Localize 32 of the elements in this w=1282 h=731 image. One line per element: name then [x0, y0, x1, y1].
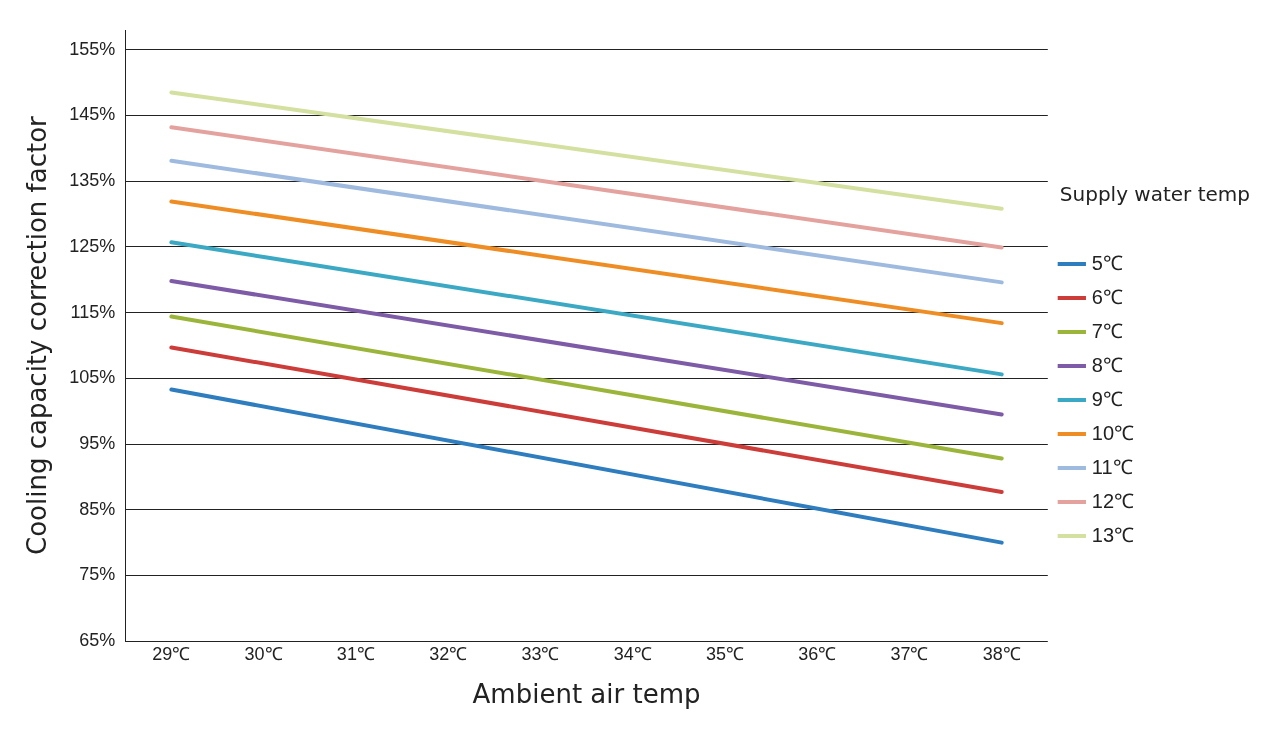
- legend-label: 10℃: [1091, 421, 1135, 444]
- x-tick-label: 31℃: [336, 643, 375, 664]
- legend-title: Supply water temp: [1059, 182, 1251, 207]
- x-tick-label: 35℃: [705, 643, 744, 664]
- legend-label: 5℃: [1091, 251, 1123, 274]
- x-tick-label: 32℃: [429, 643, 468, 664]
- y-tick-label: 125%: [69, 235, 116, 256]
- x-tick-label: 38℃: [982, 643, 1021, 664]
- y-tick-label: 105%: [69, 367, 116, 388]
- x-tick-label: 29℃: [152, 643, 191, 664]
- y-axis-title: Cooling capacity correction factor: [22, 115, 53, 555]
- x-tick-label: 30℃: [244, 643, 283, 664]
- y-tick-label: 95%: [79, 433, 116, 454]
- legend-label: 11℃: [1091, 455, 1133, 478]
- y-tick-label: 75%: [79, 564, 116, 585]
- y-tick-label: 65%: [79, 630, 116, 651]
- y-tick-label: 135%: [69, 170, 116, 191]
- legend-label: 9℃: [1091, 387, 1123, 410]
- x-tick-label: 37℃: [890, 643, 929, 664]
- legend-label: 6℃: [1091, 285, 1123, 308]
- legend-label: 8℃: [1091, 353, 1123, 376]
- y-tick-label: 115%: [70, 301, 116, 322]
- legend-label: 12℃: [1091, 489, 1135, 512]
- legend-label: 13℃: [1091, 523, 1135, 546]
- x-tick-label: 34℃: [613, 643, 652, 664]
- x-tick-label: 36℃: [798, 643, 837, 664]
- legend-label: 7℃: [1091, 319, 1123, 342]
- y-tick-label: 145%: [69, 104, 116, 125]
- x-axis-title: Ambient air temp: [472, 679, 701, 710]
- y-tick-label: 85%: [79, 498, 116, 519]
- y-tick-label: 155%: [69, 38, 116, 59]
- x-tick-label: 33℃: [521, 643, 560, 664]
